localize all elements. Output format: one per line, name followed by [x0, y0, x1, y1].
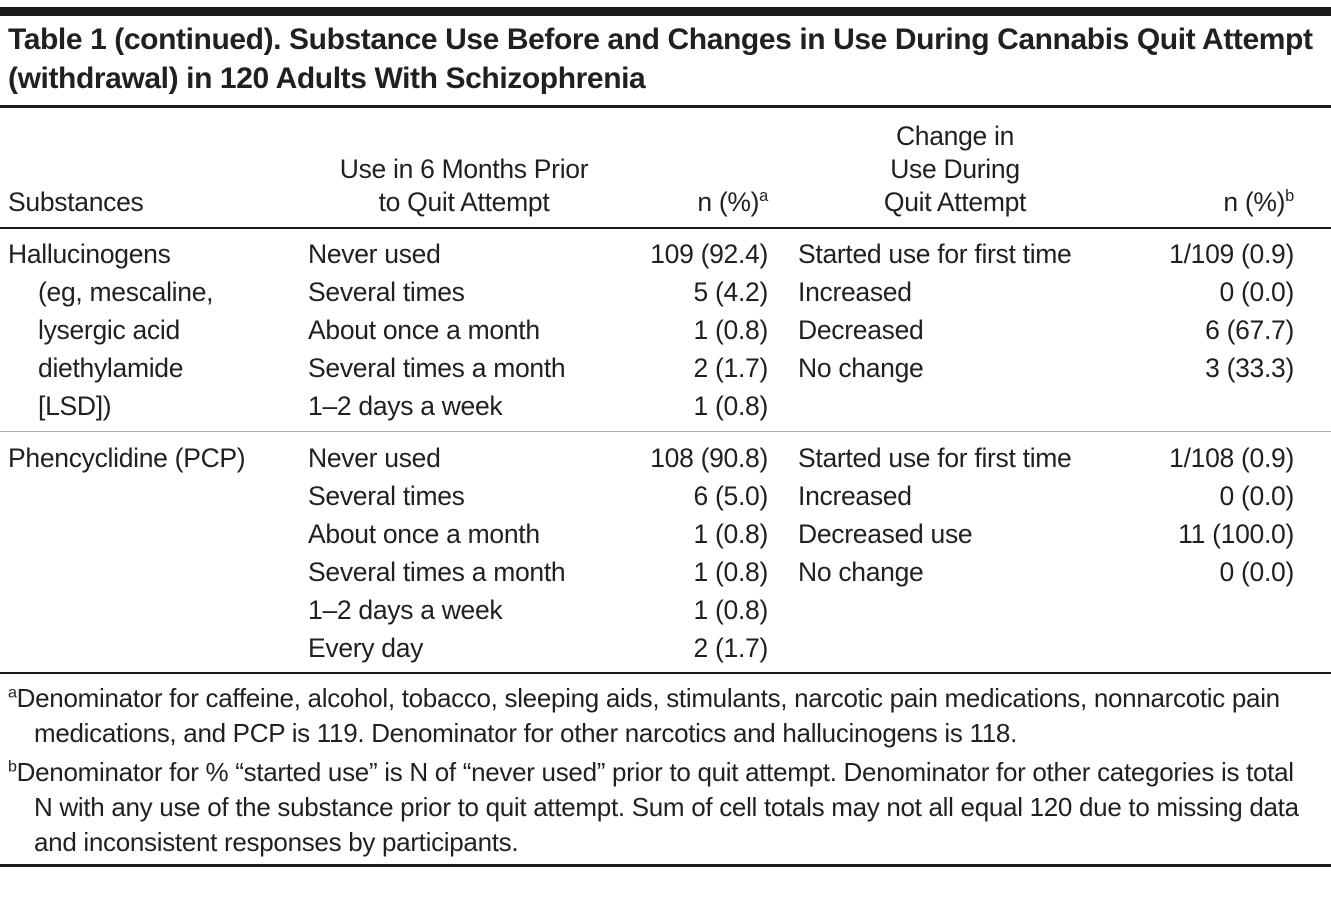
- n-prior-cell: 5 (4.2): [693, 277, 769, 307]
- substance-cell: [8, 629, 308, 667]
- n-change-cell: 1/108 (0.9): [1169, 443, 1294, 473]
- col-header-change: Change in Use During Quit Attempt: [883, 121, 1027, 217]
- top-rule: [0, 7, 1331, 16]
- frequency-cell: 1–2 days a week: [308, 391, 503, 421]
- title-rule: [0, 105, 1331, 108]
- n-change-cell: [1142, 387, 1294, 425]
- table-row: [LSD]) 1–2 days a week 1 (0.8): [0, 387, 1331, 425]
- col-header-use-prior: Use in 6 Months Prior to Quit Attempt: [339, 154, 589, 217]
- col-header-n-change-label: n (%): [1223, 187, 1286, 217]
- frequency-cell: Every day: [308, 633, 424, 663]
- substance-cell: [8, 591, 308, 629]
- table-group-phencyclidine: Phencyclidine (PCP) Never used 108 (90.8…: [0, 439, 1331, 667]
- col-header-substances: Substances: [8, 187, 144, 217]
- table-row: Several times 6 (5.0) Increased 0 (0.0): [0, 477, 1331, 515]
- substance-cell: lysergic acid: [38, 315, 180, 345]
- n-change-cell: 0 (0.0): [1219, 277, 1295, 307]
- n-prior-cell: 109 (92.4): [650, 239, 768, 269]
- footnote-b-text: Denominator for % “started use” is N of …: [16, 757, 1299, 857]
- header-rule: [0, 227, 1331, 229]
- body-bottom-rule: [0, 672, 1331, 674]
- footnote-a-marker: a: [8, 683, 17, 702]
- table-row: Phencyclidine (PCP) Never used 108 (90.8…: [0, 439, 1331, 477]
- col-header-n-change: n (%)b: [1142, 186, 1294, 219]
- n-prior-cell: 108 (90.8): [650, 443, 768, 473]
- change-cell: Started use for first time: [798, 443, 1072, 473]
- n-change-cell: 1/109 (0.9): [1169, 239, 1294, 269]
- change-cell: [768, 629, 1142, 667]
- substance-cell: diethylamide: [38, 353, 184, 383]
- col-header-n-prior: n (%)a: [620, 186, 768, 219]
- table-title: Table 1 (continued). Substance Use Befor…: [8, 23, 1313, 95]
- frequency-cell: 1–2 days a week: [308, 595, 503, 625]
- substance-cell: [8, 515, 308, 553]
- n-prior-cell: 2 (1.7): [693, 353, 769, 383]
- n-change-cell: 6 (67.7): [1205, 315, 1294, 345]
- change-cell: Increased: [798, 481, 912, 511]
- change-cell: Decreased use: [798, 519, 973, 549]
- table-row: diethylamide Several times a month 2 (1.…: [0, 349, 1331, 387]
- group-divider: [0, 431, 1331, 432]
- frequency-cell: Several times: [308, 277, 465, 307]
- n-change-cell: 3 (33.3): [1205, 353, 1294, 383]
- n-change-cell: 0 (0.0): [1219, 557, 1295, 587]
- n-prior-cell: 1 (0.8): [693, 315, 769, 345]
- frequency-cell: Never used: [308, 443, 441, 473]
- frequency-cell: Several times: [308, 481, 465, 511]
- change-cell: Increased: [798, 277, 912, 307]
- table-header-row: Substances Use in 6 Months Prior to Quit…: [0, 108, 1331, 227]
- frequency-cell: Several times a month: [308, 557, 566, 587]
- n-prior-cell: 1 (0.8): [693, 391, 769, 421]
- change-cell: No change: [798, 353, 924, 383]
- n-prior-cell: 1 (0.8): [693, 595, 769, 625]
- frequency-cell: About once a month: [308, 519, 540, 549]
- footnote-b-marker: b: [8, 757, 17, 776]
- substance-cell: (eg, mescaline,: [38, 277, 214, 307]
- change-cell: [768, 387, 1142, 425]
- table-row: Hallucinogens Never used 109 (92.4) Star…: [0, 235, 1331, 273]
- n-prior-cell: 1 (0.8): [693, 557, 769, 587]
- bottom-rule: [0, 864, 1331, 867]
- substance-cell: [8, 477, 308, 515]
- table-row: (eg, mescaline, Several times 5 (4.2) In…: [0, 273, 1331, 311]
- col-header-n-prior-superscript: a: [759, 187, 768, 206]
- n-change-cell: 0 (0.0): [1219, 481, 1295, 511]
- n-change-cell: [1142, 629, 1294, 667]
- frequency-cell: Never used: [308, 239, 441, 269]
- substance-cell: [LSD]): [38, 391, 112, 421]
- table-row: About once a month 1 (0.8) Decreased use…: [0, 515, 1331, 553]
- footnote-a: aDenominator for caffeine, alcohol, toba…: [8, 681, 1319, 751]
- table-row: 1–2 days a week 1 (0.8): [0, 591, 1331, 629]
- col-header-n-prior-label: n (%): [697, 187, 760, 217]
- table-group-hallucinogens: Hallucinogens Never used 109 (92.4) Star…: [0, 235, 1331, 425]
- n-prior-cell: 6 (5.0): [693, 481, 769, 511]
- footnote-a-text: Denominator for caffeine, alcohol, tobac…: [16, 683, 1280, 748]
- change-cell: Started use for first time: [798, 239, 1072, 269]
- substance-cell: Hallucinogens: [8, 239, 171, 269]
- n-change-cell: [1142, 591, 1294, 629]
- substance-cell: Phencyclidine (PCP): [8, 443, 246, 473]
- table-row: Several times a month 1 (0.8) No change …: [0, 553, 1331, 591]
- table-body: Hallucinogens Never used 109 (92.4) Star…: [0, 229, 1331, 672]
- substance-cell: [8, 553, 308, 591]
- n-prior-cell: 1 (0.8): [693, 519, 769, 549]
- col-header-n-change-superscript: b: [1285, 187, 1294, 206]
- frequency-cell: About once a month: [308, 315, 540, 345]
- frequency-cell: Several times a month: [308, 353, 566, 383]
- n-change-cell: 11 (100.0): [1178, 519, 1294, 549]
- footnote-b: bDenominator for % “started use” is N of…: [8, 755, 1319, 860]
- table-row: lysergic acid About once a month 1 (0.8)…: [0, 311, 1331, 349]
- table-row: Every day 2 (1.7): [0, 629, 1331, 667]
- change-cell: No change: [798, 557, 924, 587]
- footnotes-section: aDenominator for caffeine, alcohol, toba…: [0, 674, 1331, 860]
- n-prior-cell: 2 (1.7): [693, 633, 769, 663]
- change-cell: [768, 591, 1142, 629]
- change-cell: Decreased: [798, 315, 924, 345]
